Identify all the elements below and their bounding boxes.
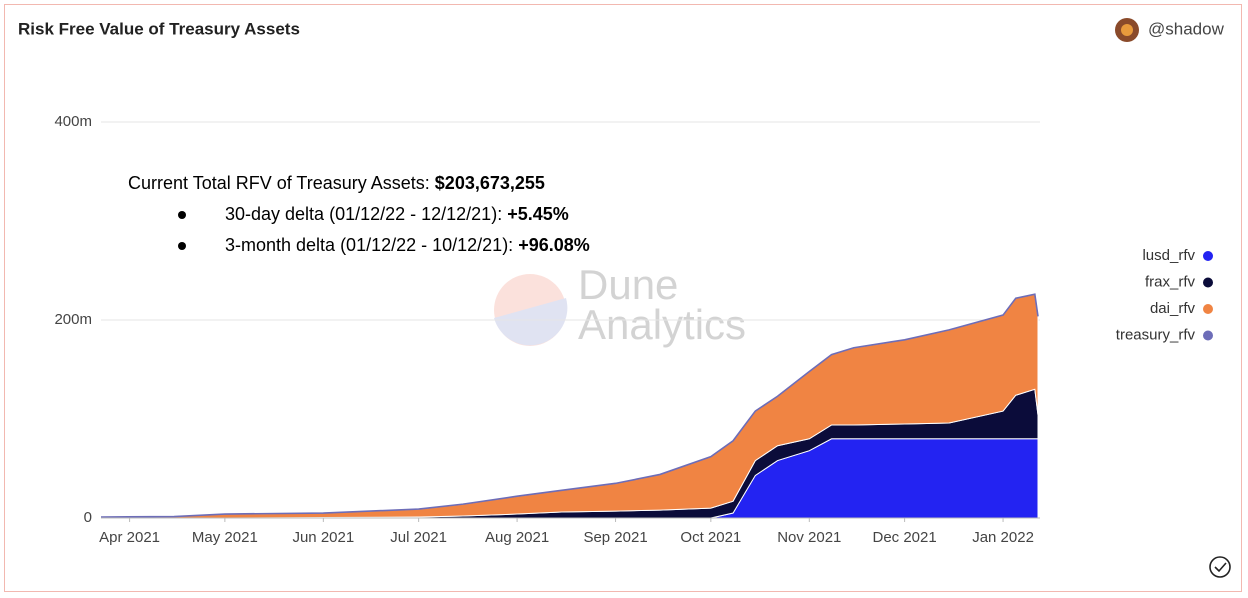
annotation: 30-day delta (01/12/22 - 12/12/21): +5.4… (225, 204, 569, 224)
annotation-part: Current Total RFV of Treasury Assets: (128, 173, 435, 193)
annotation-part: 3-month delta (01/12/22 - 10/12/21): (225, 235, 518, 255)
y-tick-label: 400m (54, 113, 92, 130)
legend-label: frax_rfv (1145, 273, 1196, 290)
y-tick-label: 200m (54, 311, 92, 328)
x-tick-label: Apr 2021 (99, 529, 160, 546)
line (100, 293, 1039, 518)
watermark-text: Dune (578, 261, 678, 308)
x-tick-label: Sep 2021 (583, 529, 647, 546)
x-tick-label: Jan 2022 (972, 529, 1034, 546)
legend-label: lusd_rfv (1142, 247, 1195, 264)
bullet (178, 242, 186, 250)
annotation-part: +5.45% (507, 204, 569, 224)
user-name[interactable]: @shadow (1148, 19, 1225, 38)
annotation: 3-month delta (01/12/22 - 10/12/21): +96… (225, 235, 590, 255)
x-tick-label: Nov 2021 (777, 529, 841, 546)
legend-swatch (1203, 277, 1213, 288)
bullet (178, 211, 186, 219)
legend-label: treasury_rfv (1116, 326, 1196, 343)
x-tick-label: Dec 2021 (872, 529, 936, 546)
x-tick-label: May 2021 (192, 529, 258, 546)
annotation: Current Total RFV of Treasury Assets: $2… (128, 173, 545, 193)
annotation-part: $203,673,255 (435, 173, 545, 193)
annotation-part: +96.08% (518, 235, 590, 255)
y-tick-label: 0 (84, 509, 92, 526)
panel (4, 4, 1242, 592)
x-tick-label: Jun 2021 (292, 529, 354, 546)
chart-title: Risk Free Value of Treasury Assets (18, 19, 300, 38)
legend-swatch (1203, 304, 1213, 314)
avatar-face (1121, 24, 1133, 36)
x-tick-label: Oct 2021 (680, 529, 741, 546)
legend-label: dai_rfv (1150, 300, 1196, 317)
x-tick-label: Jul 2021 (390, 529, 447, 546)
x-tick-label: Aug 2021 (485, 529, 549, 546)
watermark: Dune Analytics (494, 261, 746, 348)
annotation-part: 30-day delta (01/12/22 - 12/12/21): (225, 204, 507, 224)
watermark-text: Analytics (578, 301, 746, 348)
check-icon[interactable] (1209, 556, 1231, 578)
legend-swatch (1203, 251, 1213, 261)
legend-swatch (1203, 330, 1213, 341)
